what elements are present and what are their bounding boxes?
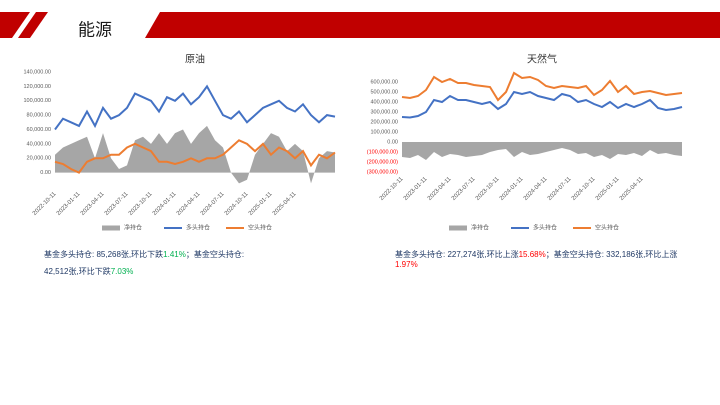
note-text: ；基金空头持仓: 332,186张,环比上涨 [545, 250, 678, 259]
legend-label: 空头持仓 [595, 224, 619, 232]
y-tick-label: 200,000.00 [370, 119, 398, 125]
y-tick-label: 0.00 [40, 170, 51, 176]
y-tick-label: 80,000.00 [27, 113, 51, 119]
line [54, 139, 336, 174]
note-text: 基金多头持仓: 85,268张,环比下跌 [44, 250, 164, 259]
x-tick-label: 2023-04-11 [427, 176, 453, 202]
x-tick-label: 2023-07-11 [451, 176, 477, 202]
area [402, 142, 682, 160]
x-tick-label: 2022-10-11 [379, 176, 405, 202]
line [401, 71, 683, 102]
y-tick-label: 600,000.00 [370, 79, 398, 85]
x-tick-label: 2024-04-11 [176, 191, 202, 217]
x-tick-label: 2025-01-11 [248, 191, 274, 217]
x-tick-label: 2024-01-11 [152, 191, 178, 217]
note-text: ；基金空头持仓: 42,512张,环比下跌 [44, 250, 245, 276]
x-tick-label: 2023-01-11 [403, 176, 429, 202]
y-tick-label: 140,000.00 [23, 69, 51, 75]
x-tick-label: 2022-10-11 [32, 191, 58, 217]
note-text: 基金多头持仓: 227,274张,环比上涨 [395, 250, 519, 259]
legend-label: 多头持仓 [186, 224, 210, 232]
note-text: 7.03% [110, 267, 134, 276]
y-tick-label: 300,000.00 [370, 109, 398, 115]
y-tick-label: 60,000.00 [27, 127, 51, 133]
page-title: 能源 [78, 20, 112, 39]
x-tick-label: 2025-04-11 [272, 191, 298, 217]
legend-label: 多头持仓 [533, 224, 557, 232]
header-deco [0, 12, 30, 38]
chart-title: 天然气 [527, 53, 557, 66]
legend-swatch [102, 225, 120, 231]
x-tick-label: 2024-07-11 [200, 191, 226, 217]
header-deco [18, 12, 48, 38]
x-tick-label: 2023-04-11 [80, 191, 106, 217]
x-tick-label: 2025-01-11 [595, 176, 621, 202]
header-bar [145, 12, 720, 38]
area [55, 125, 335, 184]
y-tick-label: (300,000.00) [367, 169, 398, 175]
y-tick-label: 20,000.00 [27, 156, 51, 162]
legend-label: 净持仓 [124, 224, 142, 232]
x-tick-label: 2024-04-11 [523, 176, 549, 202]
y-tick-label: 100,000.00 [370, 129, 398, 135]
y-tick-label: 120,000.00 [23, 84, 51, 90]
x-tick-label: 2023-10-11 [128, 191, 154, 217]
legend-label: 空头持仓 [248, 224, 272, 232]
y-tick-label: (200,000.00) [367, 159, 398, 165]
y-tick-label: (100,000.00) [367, 149, 398, 155]
note-text: 1.41% [163, 250, 186, 259]
line [54, 84, 336, 131]
note-text: 1.97% [395, 260, 418, 269]
legend-label: 净持仓 [471, 224, 489, 232]
x-tick-label: 2023-07-11 [104, 191, 130, 217]
y-tick-label: 500,000.00 [370, 89, 398, 95]
y-tick-label: 400,000.00 [370, 99, 398, 105]
x-tick-label: 2023-10-11 [475, 176, 501, 202]
line [401, 90, 683, 119]
y-tick-label: 100,000.00 [23, 98, 51, 104]
x-tick-label: 2024-10-11 [224, 191, 250, 217]
x-tick-label: 2024-01-11 [499, 176, 525, 202]
x-tick-label: 2024-10-11 [571, 176, 597, 202]
note: 基金多头持仓: 85,268张,环比下跌1.41%；基金空头持仓: 42,512… [44, 246, 269, 280]
y-tick-label: 40,000.00 [27, 141, 51, 147]
note-text: 15.68% [518, 250, 546, 259]
y-tick-label: 0.00 [387, 139, 398, 145]
x-tick-label: 2024-07-11 [547, 176, 573, 202]
x-tick-label: 2023-01-11 [56, 191, 82, 217]
note: 基金多头持仓: 227,274张,环比上涨15.68%；基金空头持仓: 332,… [395, 250, 695, 270]
legend-swatch [449, 225, 467, 231]
chart-title: 原油 [185, 53, 205, 66]
x-tick-label: 2025-04-11 [619, 176, 645, 202]
